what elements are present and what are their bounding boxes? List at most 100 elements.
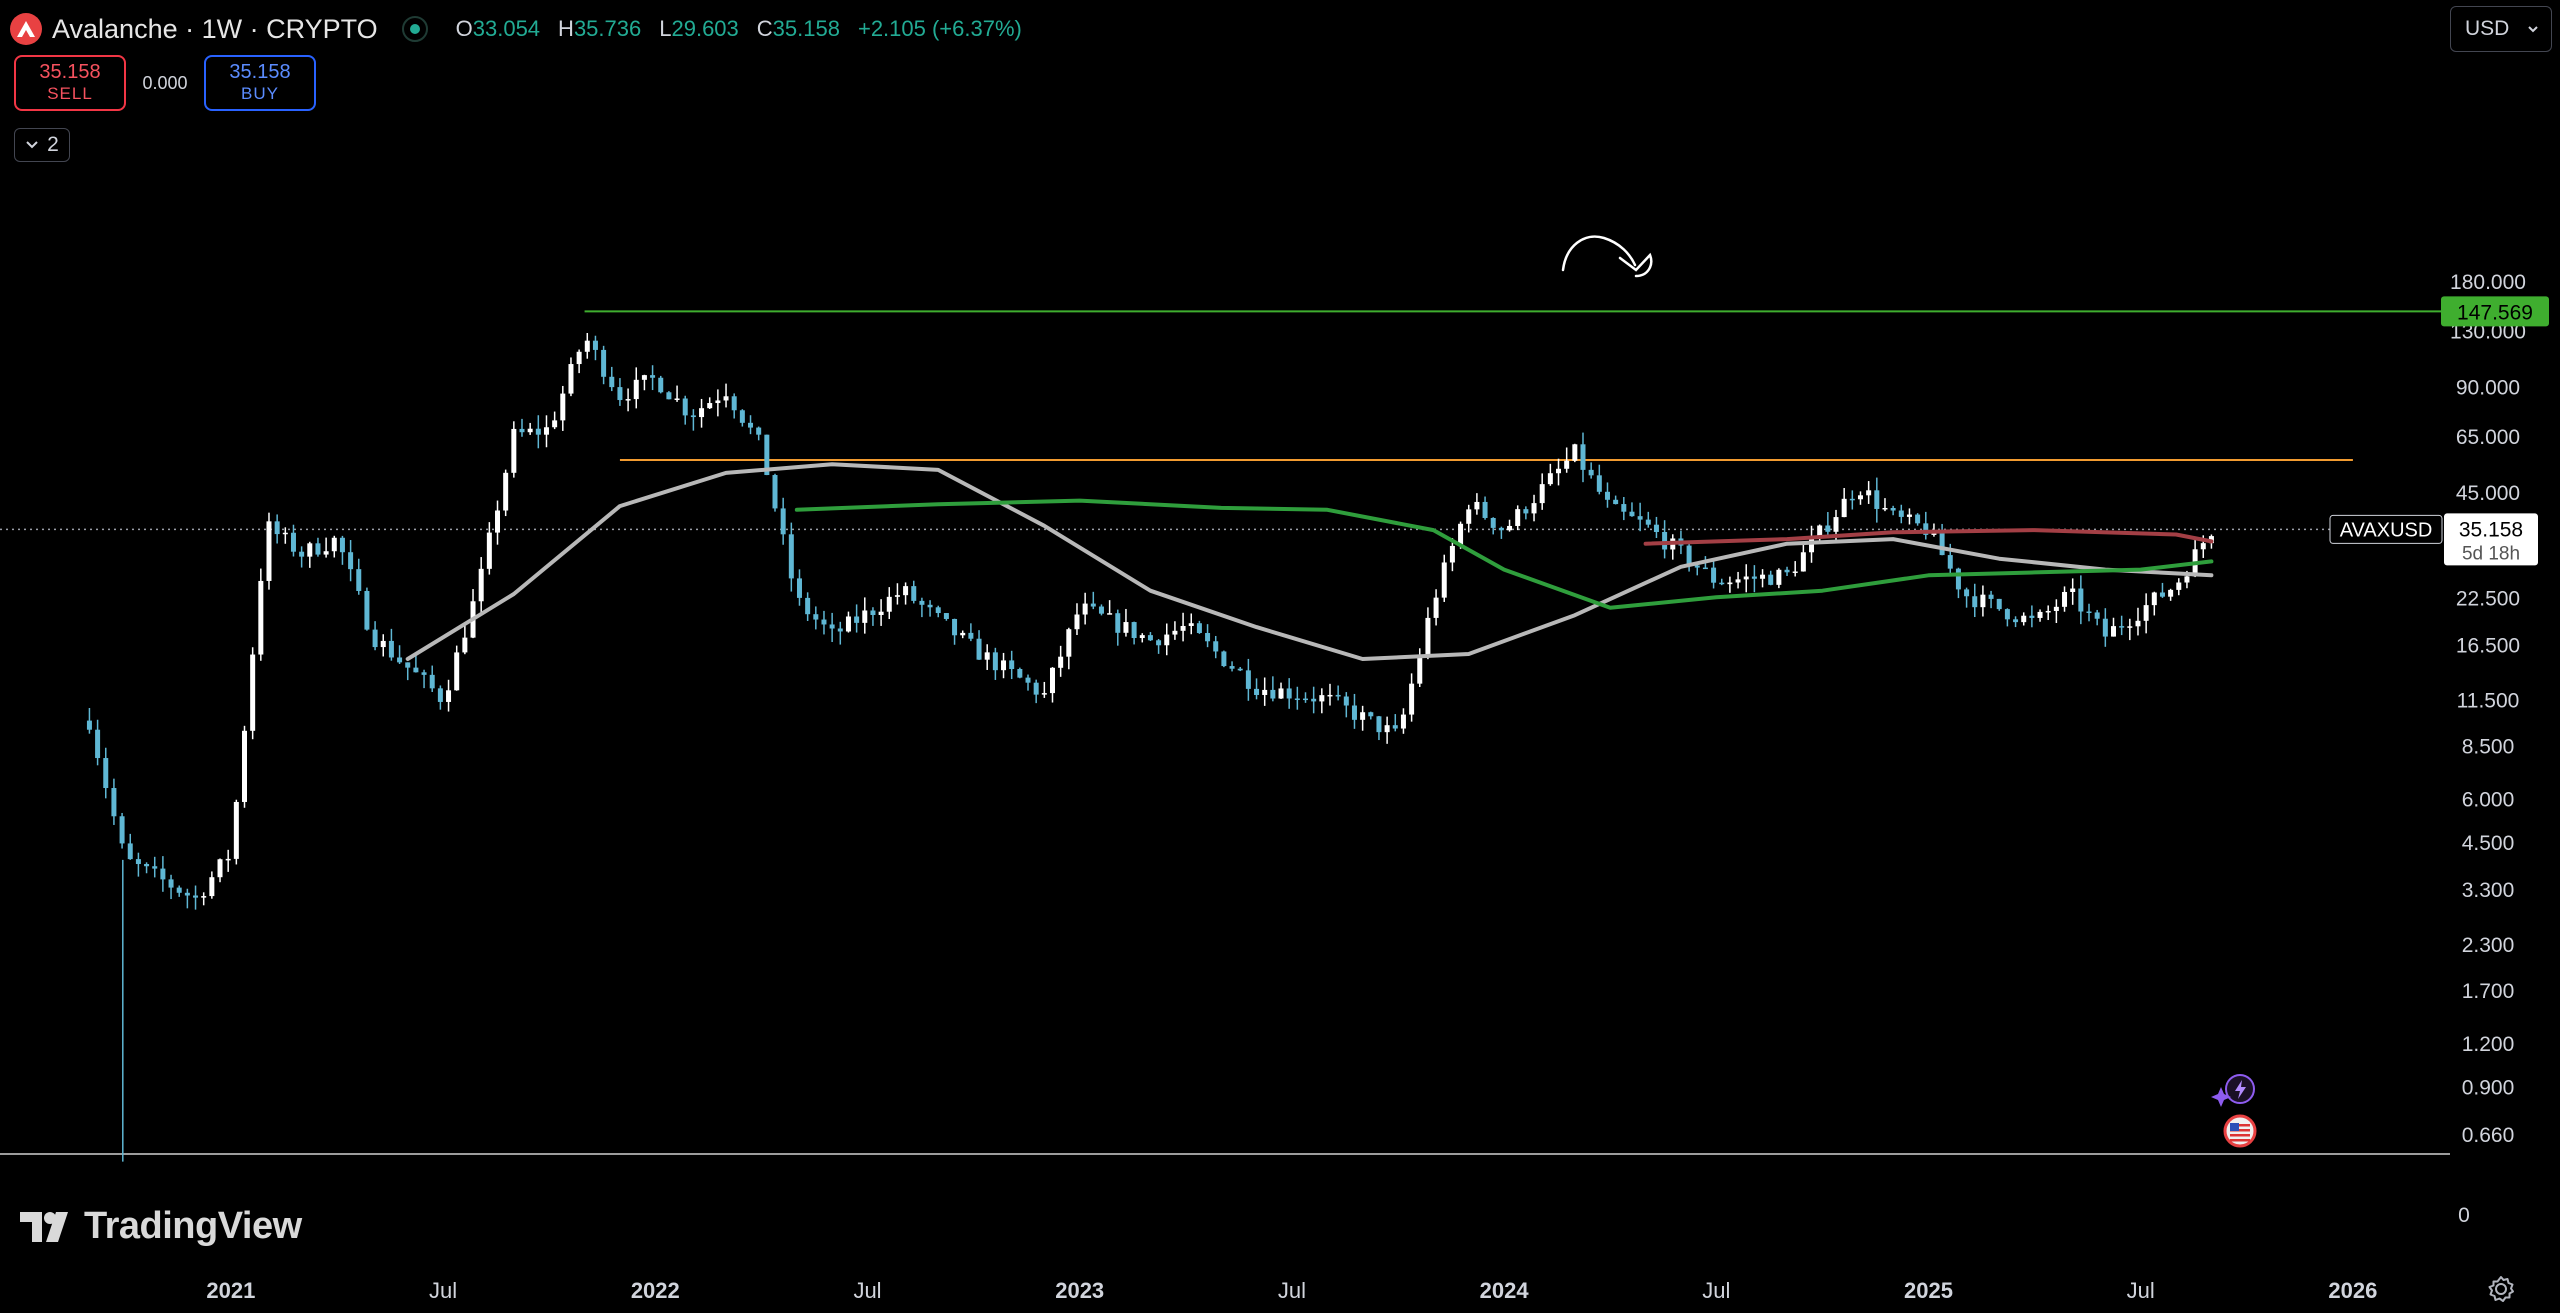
candle-body (1490, 517, 1496, 528)
sparkle-icon (2211, 1087, 2231, 1107)
candle-body (429, 674, 435, 689)
candle-body (95, 729, 101, 759)
candle-body (935, 607, 941, 614)
close-key: C (756, 16, 773, 41)
candle-body (2151, 592, 2157, 606)
candle-body (592, 340, 598, 350)
candle-body (919, 600, 925, 605)
candle-body (2094, 612, 2100, 619)
candle-body (323, 551, 329, 555)
symbol-title[interactable]: Avalanche · 1W · CRYPTO (52, 13, 378, 44)
candle-body (1515, 509, 1521, 526)
candle-body (952, 618, 958, 636)
candle-body (1311, 698, 1317, 702)
y-axis-label: 130.000 (2450, 321, 2526, 344)
candle-body (1556, 468, 1562, 474)
candle-body (209, 877, 215, 897)
x-axis-label: 2021 (206, 1278, 255, 1303)
candle-body (1849, 498, 1855, 501)
flag-stripe (2230, 1139, 2250, 1142)
candle-body (1857, 495, 1863, 500)
candle-body (1147, 635, 1153, 641)
candle-body (290, 532, 296, 552)
candle-body (144, 864, 150, 867)
indicators-collapse-button[interactable]: 2 (14, 128, 70, 162)
candle-body (2176, 582, 2182, 590)
candle-body (1841, 498, 1847, 518)
buy-label: BUY (241, 84, 279, 103)
sell-button[interactable]: 35.158 SELL (14, 55, 126, 111)
market-status-icon[interactable] (401, 16, 428, 42)
low-value: 29.603 (671, 16, 739, 41)
candle-body (1270, 689, 1276, 699)
open-value: 33.054 (472, 16, 541, 41)
candle-body (609, 376, 615, 388)
flag-canton (2230, 1123, 2239, 1131)
candle-body (250, 654, 256, 731)
candle-body (1327, 694, 1333, 697)
candle-body (1131, 622, 1137, 639)
sma-red-line (1643, 528, 2214, 546)
candle-body (1115, 613, 1121, 633)
candle-body (1507, 525, 1513, 531)
candle-body (1474, 501, 1480, 510)
candle-body (2021, 615, 2027, 623)
symbol-tag-text: AVAXUSD (2340, 519, 2433, 541)
candle-body (1898, 510, 1904, 517)
candle-body (1351, 705, 1357, 720)
candle-body (1466, 509, 1472, 524)
candle-body (1947, 555, 1953, 569)
candle-body (193, 895, 199, 898)
x-axis-label: 2024 (1480, 1278, 1530, 1303)
tradingview-logo[interactable]: TradingView (20, 1205, 302, 1248)
candle-body (1768, 574, 1774, 585)
symbol-tag (2329, 514, 2443, 544)
line-price-tag (2441, 296, 2549, 327)
candle-body (968, 632, 974, 639)
open-key: O (455, 16, 473, 41)
candle-body (927, 604, 933, 608)
candle-body (519, 428, 525, 433)
y-axis-label: 6.000 (2462, 788, 2515, 811)
candle-body (1376, 716, 1382, 733)
currency-select[interactable]: USD (2450, 6, 2552, 52)
candle-body (299, 551, 305, 557)
trade-panel: 35.158 SELL 0.000 35.158 BUY (14, 55, 316, 111)
candle-body (2119, 626, 2125, 628)
candle-body (233, 801, 239, 859)
candle-body (715, 400, 721, 404)
candle-body (1482, 501, 1488, 518)
candle-body (446, 690, 452, 702)
candle-body (201, 896, 207, 898)
candle-body (2004, 609, 2010, 620)
candle-body (1319, 695, 1325, 702)
y-axis-label: 4.500 (2462, 832, 2515, 855)
candle-body (1939, 530, 1945, 556)
candle-body (2037, 611, 2043, 618)
candle-body (854, 616, 860, 623)
candle-body (1107, 613, 1113, 615)
settings-gear-icon[interactable] (2487, 1275, 2515, 1303)
candle-body (258, 580, 264, 655)
candle-body (788, 534, 794, 579)
candle-body (1874, 490, 1880, 509)
close-value: 35.158 (772, 16, 840, 41)
candle-body (2110, 626, 2116, 637)
buy-button[interactable]: 35.158 BUY (204, 55, 316, 111)
candle-body (1017, 669, 1023, 678)
candle-body (1531, 503, 1537, 514)
candle-body (1890, 508, 1896, 511)
y-axis-label: 1.700 (2462, 980, 2515, 1003)
y-axis-label: 8.500 (2462, 735, 2515, 758)
candle-body (543, 427, 549, 435)
flag-stripe (2230, 1124, 2250, 1127)
candle-body (960, 632, 966, 636)
candle-body (405, 662, 411, 668)
y-axis-label: 90.000 (2456, 377, 2520, 400)
candle-body (674, 398, 680, 401)
candle-body (2159, 592, 2165, 597)
high-key: H (558, 16, 574, 41)
candle-body (748, 422, 754, 428)
candle-body (184, 892, 190, 896)
